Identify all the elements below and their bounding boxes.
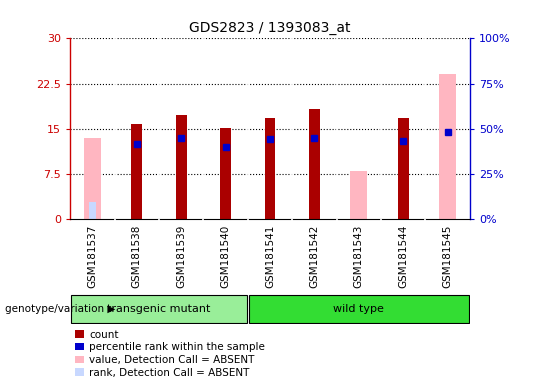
Bar [398, 118, 409, 219]
Bar [84, 138, 101, 219]
Bar [439, 74, 456, 219]
Text: GSM181545: GSM181545 [443, 225, 453, 288]
Bar [89, 202, 96, 219]
Bar [309, 109, 320, 219]
Text: GSM181542: GSM181542 [309, 225, 319, 288]
Text: GSM181543: GSM181543 [354, 225, 364, 288]
Bar [176, 116, 187, 219]
Text: GSM181539: GSM181539 [176, 225, 186, 288]
Text: GSM181540: GSM181540 [221, 225, 231, 288]
Text: GSM181538: GSM181538 [132, 225, 142, 288]
Title: GDS2823 / 1393083_at: GDS2823 / 1393083_at [189, 21, 351, 35]
Bar [220, 128, 231, 219]
Bar [71, 295, 247, 323]
Bar [265, 118, 275, 219]
Bar [350, 171, 367, 219]
Text: genotype/variation ▶: genotype/variation ▶ [5, 304, 116, 314]
Text: wild type: wild type [333, 303, 384, 313]
Text: GSM181544: GSM181544 [398, 225, 408, 288]
Text: GSM181541: GSM181541 [265, 225, 275, 288]
Bar [131, 124, 142, 219]
Legend: count, percentile rank within the sample, value, Detection Call = ABSENT, rank, : count, percentile rank within the sample… [76, 330, 265, 377]
Bar [249, 295, 469, 323]
Text: GSM181537: GSM181537 [87, 225, 97, 288]
Text: transgenic mutant: transgenic mutant [107, 303, 211, 313]
